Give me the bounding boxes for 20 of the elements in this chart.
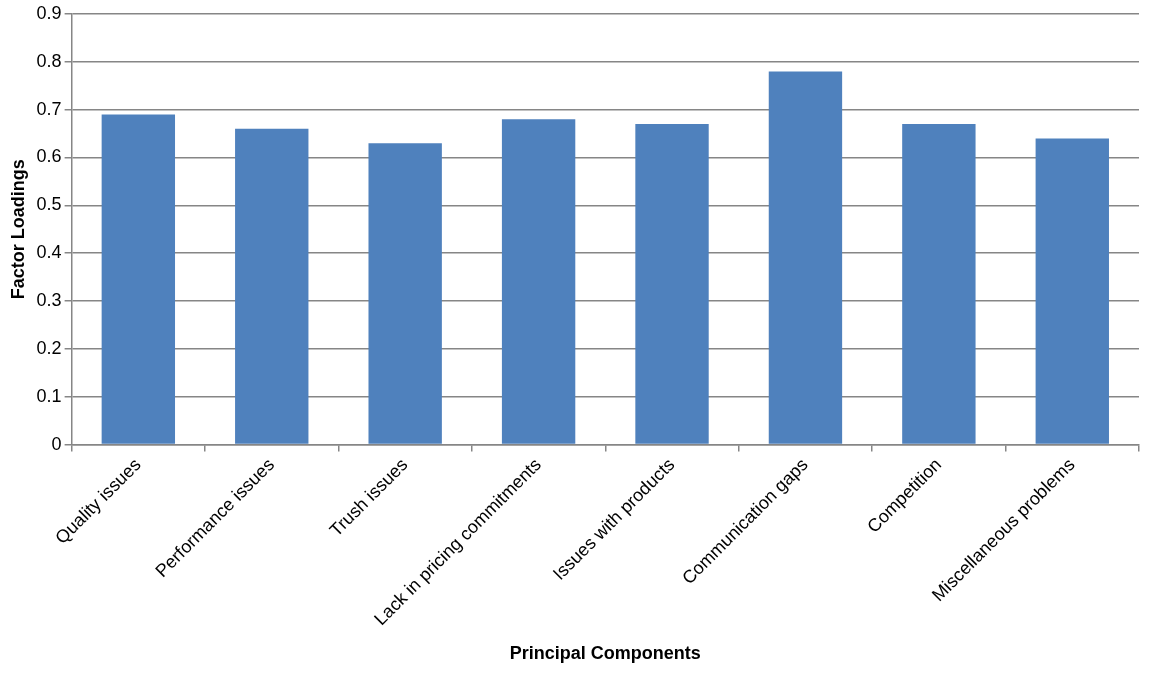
bar [368,143,442,444]
y-tick-label: 0 [51,433,62,454]
y-tick-label: 0.6 [36,146,62,167]
x-axis-title: Principal Components [509,643,701,664]
y-tick-label: 0.3 [36,290,62,311]
bar [101,114,176,444]
bar [1035,138,1109,444]
y-tick-label: 0.7 [36,98,62,119]
y-tick-label: 0.4 [36,242,62,263]
bar [635,124,709,444]
y-tick-label: 0.5 [36,194,62,215]
y-tick-label: 0.9 [36,2,62,23]
y-tick-label: 0.8 [36,50,62,71]
bar [235,128,309,444]
bar [902,124,976,444]
y-tick-label: 0.1 [36,385,62,406]
y-axis-title: Factor Loadings [7,159,28,300]
y-tick-label: 0.2 [36,337,62,358]
bar [501,119,576,444]
bar [768,71,843,444]
